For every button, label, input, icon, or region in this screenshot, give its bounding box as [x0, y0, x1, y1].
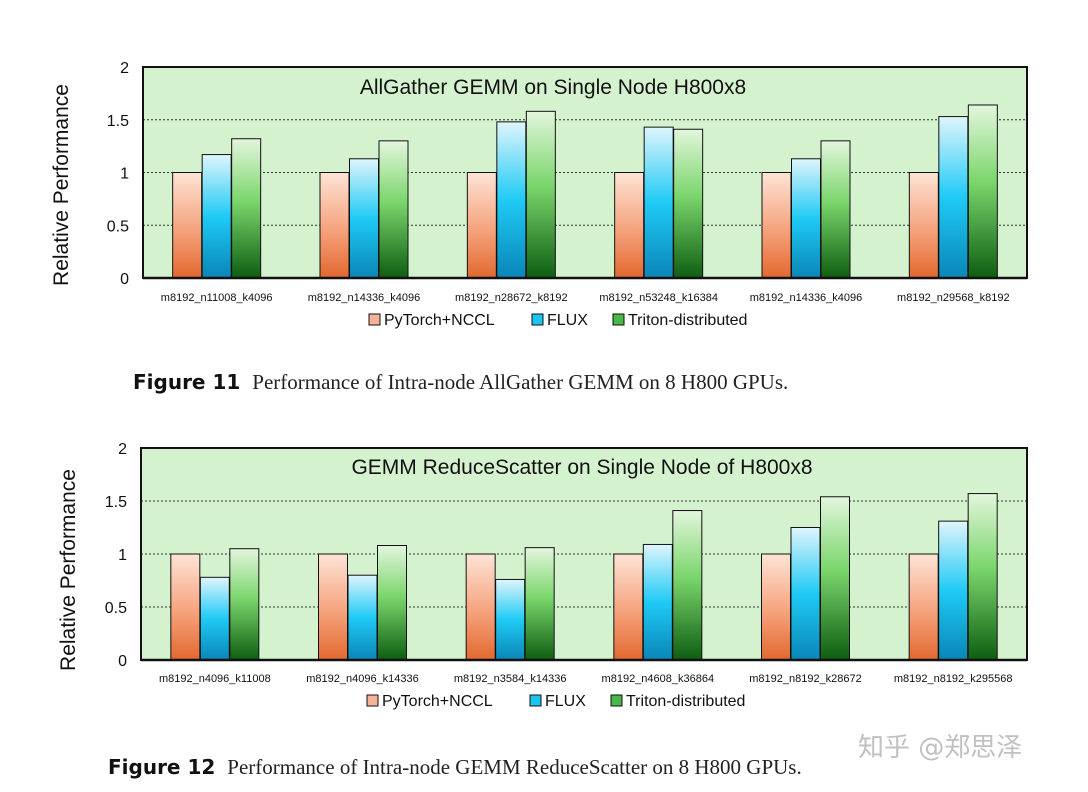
bar-flux [199, 576, 230, 661]
figure-11-label: Figure 11 [133, 370, 241, 394]
y-tick-label: 0 [118, 653, 127, 670]
legend-swatch [610, 694, 623, 707]
bar-triton-distributed [820, 496, 850, 661]
bar-pytorch-nccl [318, 553, 348, 661]
x-tick-label: m8192_n53248_k16384 [599, 292, 718, 304]
x-tick-label: m8192_n11008_k4096 [161, 292, 273, 304]
allgather-gemm-chart: 0 0.5 1 1.5 2 m8192_n11008_k4096 m8192_n14336_… [50, 60, 1028, 329]
legend-swatch [366, 694, 379, 707]
legend-swatch [612, 313, 625, 326]
x-tick-label: m8192_n14336_k4096 [308, 292, 421, 304]
bar-flux [791, 158, 821, 279]
bar-triton-distributed [377, 545, 407, 661]
y-tick-label: 2 [118, 441, 127, 458]
bar-flux [938, 520, 969, 661]
bar-pytorch-nccl [172, 172, 203, 279]
bar-triton-distributed [673, 128, 704, 279]
x-tick-label: m8192_n29568_k8192 [897, 292, 1010, 304]
bar-triton-distributed [231, 138, 262, 279]
bar-pytorch-nccl [908, 172, 939, 279]
y-tick-label: 0.5 [105, 600, 127, 617]
bar-pytorch-nccl [170, 553, 201, 661]
bar-flux [642, 543, 673, 661]
bar-flux [790, 527, 821, 661]
bar-pytorch-nccl [908, 553, 939, 661]
bar-triton-distributed [967, 493, 998, 661]
x-tick-label: m8192_n28672_k8192 [455, 292, 568, 304]
y-tick-label: 1.5 [105, 494, 127, 511]
legend-label: Triton-distributed [628, 312, 747, 329]
y-axis-label: Relative Performance [57, 469, 80, 671]
bar-triton-distributed [820, 140, 851, 279]
x-tick-label: m8192_n14336_k4096 [750, 292, 863, 304]
figure-12-label: Figure 12 [108, 755, 216, 779]
legend-label: FLUX [545, 693, 586, 710]
bar-flux [201, 154, 232, 279]
plot-area [141, 448, 1027, 660]
bar-flux [938, 116, 969, 279]
bar-triton-distributed [378, 140, 409, 279]
bar-pytorch-nccl [465, 553, 496, 661]
chart-title: GEMM ReduceScatter on Single Node of H80… [351, 456, 812, 479]
legend-label: FLUX [547, 312, 588, 329]
bar-flux [347, 574, 378, 661]
y-tick-label: 2 [120, 60, 129, 77]
chart-title: AllGather GEMM on Single Node H800x8 [360, 76, 746, 99]
figure-12-caption: Figure 12 Performance of Intra-node GEMM … [108, 755, 802, 780]
gemm-reducescatter-chart: 0 0.5 1 1.5 2 m8192_n4096_k11008 m8192_n4096_k… [57, 441, 1028, 710]
legend-label: PyTorch+NCCL [382, 693, 493, 710]
y-axis-label: Relative Performance [50, 84, 73, 286]
bar-flux [349, 158, 379, 279]
y-tick-label: 0.5 [107, 218, 129, 235]
legend-label: Triton-distributed [626, 693, 745, 710]
bar-pytorch-nccl [761, 553, 791, 661]
bar-flux [496, 121, 527, 279]
y-tick-label: 1 [118, 547, 127, 564]
x-tick-label: m8192_n3584_k14336 [454, 673, 567, 685]
legend-swatch [531, 313, 544, 326]
x-tick-label: m8192_n4096_k11008 [159, 673, 271, 685]
y-tick-label: 1.5 [107, 113, 129, 130]
bar-flux [495, 578, 526, 661]
figure-11-text: Performance of Intra-node AllGather GEMM… [252, 370, 789, 394]
x-tick-label: m8192_n8192_k295568 [894, 673, 1013, 685]
y-tick-label: 1 [120, 166, 129, 183]
bar-triton-distributed [524, 547, 555, 661]
x-tick-label: m8192_n4608_k36864 [602, 673, 715, 685]
bar-triton-distributed [525, 110, 556, 279]
bar-pytorch-nccl [613, 553, 644, 661]
figure-11-caption: Figure 11 Performance of Intra-node AllGa… [133, 370, 788, 395]
bar-flux [643, 126, 674, 279]
figure-12-text: Performance of Intra-node GEMM ReduceSca… [227, 755, 802, 779]
legend-swatch [529, 694, 542, 707]
bar-pytorch-nccl [319, 172, 350, 279]
y-tick-label: 0 [120, 271, 129, 288]
bar-triton-distributed [967, 104, 998, 279]
bar-pytorch-nccl [614, 172, 645, 279]
bar-pytorch-nccl [761, 172, 792, 279]
legend-swatch [368, 313, 381, 326]
legend-label: PyTorch+NCCL [384, 312, 495, 329]
x-tick-label: m8192_n8192_k28672 [749, 673, 862, 685]
bar-pytorch-nccl [466, 172, 497, 279]
x-tick-label: m8192_n4096_k14336 [306, 673, 419, 685]
bar-triton-distributed [672, 510, 703, 661]
bar-triton-distributed [229, 548, 260, 661]
watermark-text: 知乎 @郑思泽 [858, 733, 1023, 763]
